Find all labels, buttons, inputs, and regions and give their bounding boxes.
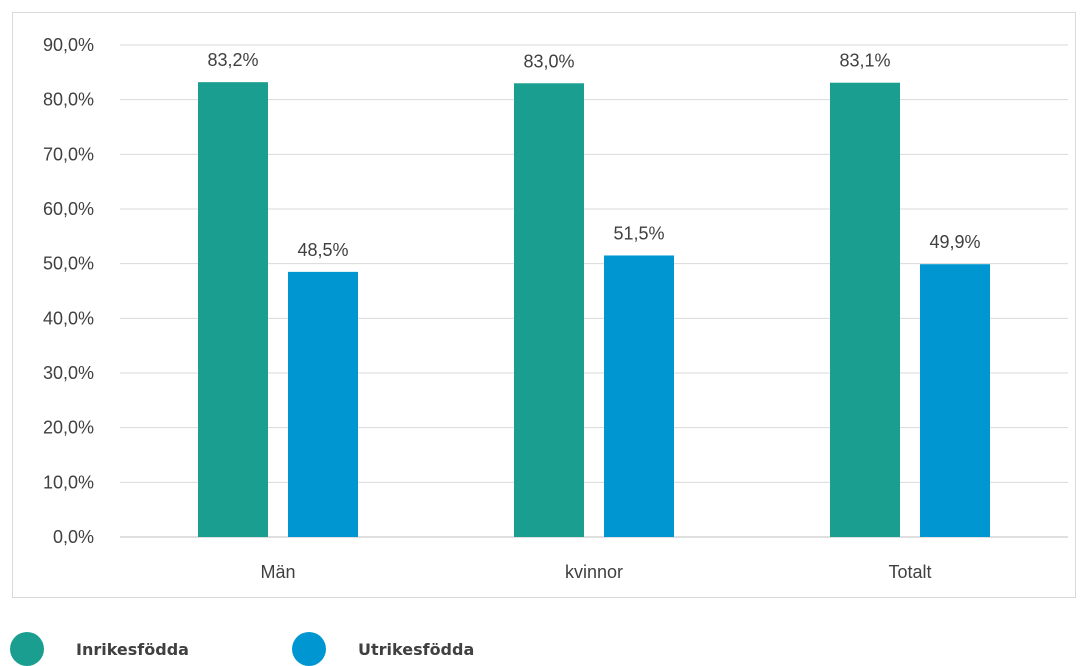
bar-inrikesfodda (830, 82, 900, 537)
y-tick-label: 0,0% (53, 527, 94, 547)
data-label: 48,5% (297, 240, 348, 260)
y-tick-label: 30,0% (43, 363, 94, 383)
y-tick-label: 40,0% (43, 308, 94, 328)
legend-swatch-inrikesfodda (10, 632, 44, 666)
bar-utrikesfodda (288, 271, 358, 537)
bar-chart: 0,0% 10,0% 20,0% 30,0% 40,0% 50,0% 60,0% 70,0% 8… (43, 35, 1068, 582)
legend-label-inrikesfodda: Inrikesfödda (76, 639, 189, 659)
data-label: 83,0% (523, 51, 574, 71)
x-tick-label: Män (260, 562, 295, 582)
y-tick-label: 80,0% (43, 90, 94, 110)
legend-swatch-utrikesfodda (292, 632, 326, 666)
bar-utrikesfodda (604, 255, 674, 537)
bar-utrikesfodda (920, 264, 990, 537)
y-tick-label: 70,0% (43, 144, 94, 164)
y-tick-label: 50,0% (43, 254, 94, 274)
legend-item-utrikesfodda: Utrikesfödda (292, 632, 474, 666)
legend: Inrikesfödda Utrikesfödda (0, 608, 1089, 666)
bar-inrikesfodda (514, 83, 584, 538)
data-label: 51,5% (613, 223, 664, 243)
legend-label-utrikesfodda: Utrikesfödda (358, 639, 475, 659)
data-label: 83,1% (839, 51, 890, 71)
x-tick-label: kvinnor (565, 562, 623, 582)
y-tick-label: 10,0% (43, 472, 94, 492)
bar-inrikesfodda (198, 82, 268, 537)
data-label: 83,2% (207, 50, 258, 70)
data-label: 49,9% (929, 232, 980, 252)
y-tick-label: 60,0% (43, 199, 94, 219)
y-tick-label: 20,0% (43, 418, 94, 438)
x-tick-label: Totalt (888, 562, 931, 582)
legend-item-inrikesfodda: Inrikesfödda (10, 632, 189, 666)
y-tick-label: 90,0% (43, 35, 94, 55)
chart-frame (12, 12, 1076, 598)
